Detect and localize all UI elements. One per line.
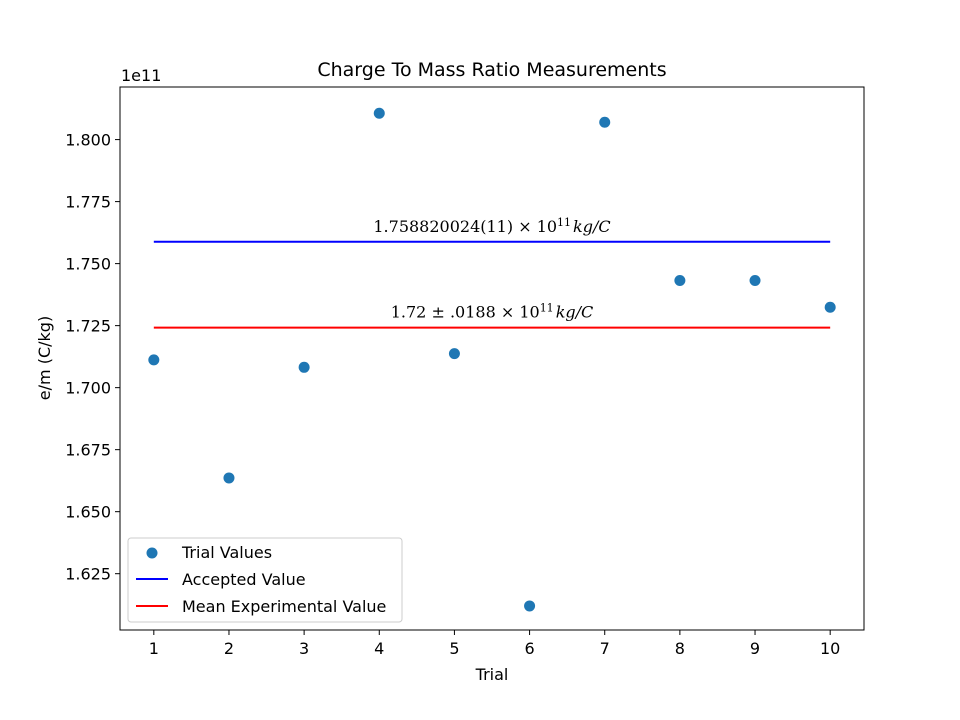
data-point-2 xyxy=(223,472,235,484)
y-tick-label-1: 1.625 xyxy=(65,565,111,584)
axes-frame xyxy=(119,86,865,631)
legend-label-1: Trial Values xyxy=(181,543,272,562)
y-offset-text: 1e11 xyxy=(121,66,161,85)
y-tick-label-5: 1.725 xyxy=(65,317,111,336)
y-tick-label-2: 1.650 xyxy=(65,503,111,522)
x-tick-label-6: 6 xyxy=(524,639,534,658)
legend-box xyxy=(127,537,403,623)
y-axis-label: e/m (C/kg) xyxy=(35,316,54,400)
x-tick-label-3: 3 xyxy=(299,639,309,658)
x-tick-label-2: 2 xyxy=(224,639,234,658)
x-tick-label-9: 9 xyxy=(750,639,760,658)
data-point-8 xyxy=(674,274,686,286)
y-tick-label-3: 1.675 xyxy=(65,441,111,460)
x-axis-label: Trial xyxy=(475,665,509,684)
data-point-9 xyxy=(749,274,761,286)
legend: Trial Values Accepted Value Mean Experimen… xyxy=(127,537,403,623)
data-point-7 xyxy=(599,116,611,128)
x-tick-label-1: 1 xyxy=(149,639,159,658)
data-point-3 xyxy=(298,361,310,373)
data-point-6 xyxy=(524,600,536,612)
data-point-5 xyxy=(448,348,460,360)
x-tick-label-5: 5 xyxy=(449,639,459,658)
legend-label-3: Mean Experimental Value xyxy=(182,597,386,616)
x-tick-label-7: 7 xyxy=(600,639,610,658)
chart-title: Charge To Mass Ratio Measurements xyxy=(317,59,666,81)
annotation-2: 1.72 ± .0188 × 1011 kg/C xyxy=(391,301,594,322)
y-tick-label-7: 1.775 xyxy=(65,193,111,212)
x-tick-label-10: 10 xyxy=(820,639,840,658)
x-tick-label-8: 8 xyxy=(675,639,685,658)
legend-marker-1 xyxy=(146,547,158,559)
data-point-4 xyxy=(373,107,385,119)
y-tick-label-8: 1.800 xyxy=(65,131,111,150)
axes-layer: 1 2 3 4 5 6 7 8 9 10 1.625 1.650 1.675 1.700 1.725 1.75… xyxy=(65,86,865,658)
y-tick-label-6: 1.750 xyxy=(65,255,111,274)
data-point-1 xyxy=(148,354,160,366)
legend-label-2: Accepted Value xyxy=(182,570,306,589)
y-tick-label-4: 1.700 xyxy=(65,379,111,398)
data-point-10 xyxy=(824,301,836,313)
x-tick-label-4: 4 xyxy=(374,639,384,658)
annotation-1: 1.758820024(11) × 1011 kg/C xyxy=(373,215,610,236)
plot-layer: 1.758820024(11) × 1011 kg/C 1.72 ± .0188 ×… xyxy=(148,107,836,612)
